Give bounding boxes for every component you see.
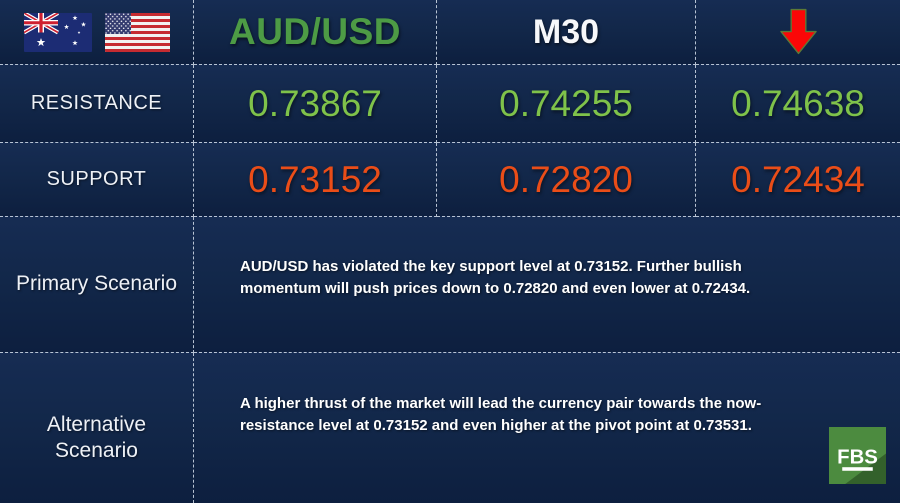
resistance-value-1: 0.73867	[248, 82, 382, 124]
fbs-logo-text: FBS	[837, 447, 878, 469]
primary-scenario-label-cell: Primary Scenario	[0, 217, 194, 353]
resistance-value-cell: 0.74255	[437, 65, 696, 143]
alternative-scenario-label-cell: Alternative Scenario	[0, 353, 194, 503]
primary-scenario-label: Primary Scenario	[15, 272, 178, 296]
alternative-scenario-label: Alternative Scenario	[46, 412, 147, 462]
timeframe-text: M30	[532, 12, 600, 51]
usa-flag-icon	[104, 12, 170, 52]
support-value-1: 0.73152	[248, 158, 382, 200]
resistance-value-cell: 0.73867	[194, 65, 437, 143]
pair-title-text: AUD/USD	[228, 11, 402, 52]
support-value-cell: 0.72434	[696, 143, 900, 217]
resistance-value-3: 0.74638	[731, 82, 865, 124]
resistance-row-label-cell: RESISTANCE	[0, 65, 194, 143]
support-value-cell: 0.73152	[194, 143, 437, 217]
resistance-value-cell: 0.74638	[696, 65, 900, 143]
australia-flag-icon	[23, 12, 92, 52]
support-row-label-cell: SUPPORT	[0, 143, 194, 217]
alternative-scenario-text-cell: A higher thrust of the market will lead …	[194, 353, 900, 503]
primary-scenario-text: AUD/USD has violated the key support lev…	[240, 257, 751, 297]
fbs-logo: FBS	[829, 427, 886, 484]
down-arrow-icon	[779, 8, 817, 55]
primary-scenario-text-cell: AUD/USD has violated the key support lev…	[194, 217, 900, 353]
trend-direction	[696, 0, 900, 65]
alternative-scenario-text: A higher thrust of the market will lead …	[240, 395, 762, 434]
pair-title: AUD/USD	[194, 0, 437, 65]
resistance-value-2: 0.74255	[499, 82, 633, 124]
support-label: SUPPORT	[46, 168, 147, 190]
currency-flags	[0, 0, 194, 65]
timeframe: M30	[437, 0, 696, 65]
support-value-cell: 0.72820	[437, 143, 696, 217]
support-value-2: 0.72820	[499, 158, 633, 200]
support-value-3: 0.72434	[731, 158, 865, 200]
resistance-label: RESISTANCE	[30, 92, 163, 114]
